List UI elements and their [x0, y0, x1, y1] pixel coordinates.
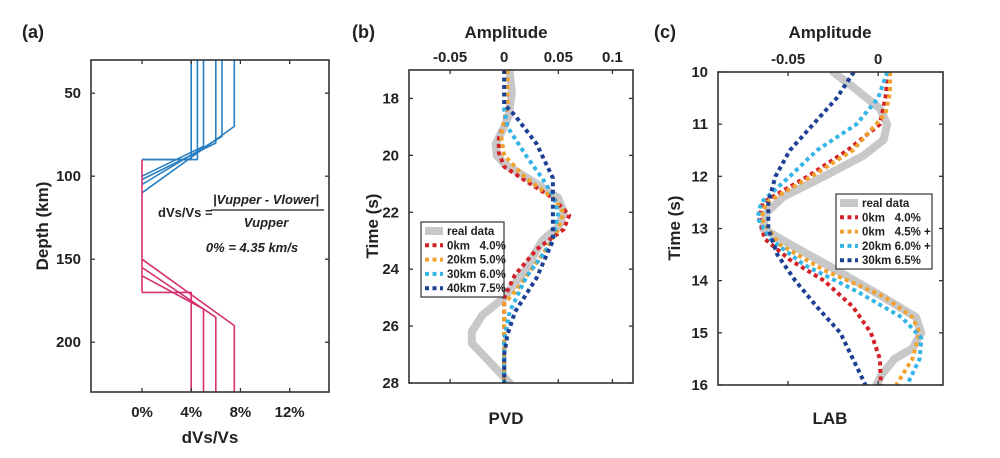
series-line-2 [759, 72, 922, 385]
y-tick-label: 26 [382, 318, 399, 335]
x-tick-label: 4% [180, 404, 202, 421]
y-axis-label-c: Time (s) [665, 196, 684, 261]
series-line-2 [141, 60, 205, 177]
y-axis-label-a: Depth (km) [33, 182, 52, 271]
y-tick-label: 50 [64, 85, 81, 102]
panel-a-depth-model: (a) dVs/Vs Depth (km) dVs/Vs = |Vupper -… [22, 22, 330, 447]
x-tick-label: 0 [500, 49, 508, 66]
legend-label: 20km 6.0% + [862, 241, 931, 253]
y-tick-label: 12 [691, 168, 708, 185]
series-line-0 [467, 70, 568, 383]
series-line-5 [141, 60, 236, 194]
plot-area-1: -0.05 0 0.05 0.1 18 20 22 24 26 28 [382, 49, 634, 392]
series-line-4 [502, 70, 555, 383]
series-group [141, 60, 236, 392]
y-tick-label: 18 [382, 90, 399, 107]
series-group [467, 70, 572, 383]
legend-label: 0km 4.0% [862, 212, 921, 224]
legend-label: 0km 4.5% + [862, 227, 931, 239]
x-tick-label: -0.05 [771, 51, 805, 68]
legend-label: 20km 5.0% [447, 255, 506, 267]
x-axis-label-b: PVD [489, 409, 524, 428]
series-line-1 [496, 70, 572, 383]
x-tick-label: 8% [230, 404, 252, 421]
x-tick-label: -0.05 [433, 49, 467, 66]
top-axis-title-b: Amplitude [464, 23, 547, 42]
legend-label: 40km 7.5% [447, 283, 506, 295]
series-line-9 [141, 266, 217, 392]
x-tick-label: 0 [874, 51, 882, 68]
y-tick-label: 28 [382, 375, 399, 392]
axes-frame [90, 59, 330, 393]
series-line-3 [141, 60, 217, 181]
y-tick-label: 200 [56, 334, 81, 351]
panel-label-c: (c) [654, 22, 676, 42]
y-axis-label-b: Time (s) [363, 194, 382, 259]
series-line-7 [142, 291, 192, 392]
formula-note: 0% = 4.35 km/s [206, 240, 298, 255]
x-tick-label: 12% [275, 404, 305, 421]
y-tick-label: 16 [691, 377, 708, 394]
panel-c-lab: (c) Amplitude LAB Time (s) -0.05 0 10 11 12 1… [654, 22, 944, 428]
x-axis-label-a: dVs/Vs [182, 428, 239, 447]
axes-frame [408, 69, 634, 384]
y-tick-label: 150 [56, 251, 81, 268]
formula-lhs: dVs/Vs = [158, 205, 213, 220]
panel-b-pvd: (b) Amplitude PVD Time (s) -0.05 0 0.05 0.1… [352, 22, 634, 428]
y-tick-label: 10 [691, 64, 708, 81]
legend-label: 30km 6.0% [447, 269, 506, 281]
y-tick-label: 20 [382, 147, 399, 164]
series-line-1 [142, 60, 199, 161]
legend: real data 0km 4.0% 0km 4.5% + 20km 6.0% + 30… [835, 193, 933, 270]
series-line-8 [141, 275, 205, 392]
y-tick-label: 100 [56, 168, 81, 185]
y-tick-label: 22 [382, 204, 399, 221]
y-tick-label: 11 [692, 116, 708, 133]
formula-annotation: dVs/Vs = |Vupper - Vlower| Vupper 0% = 4… [158, 192, 324, 255]
legend-label: real data [447, 226, 495, 238]
series-line-10 [141, 258, 236, 392]
legend-label: 30km 6.5% [862, 255, 921, 267]
plot-area-2: -0.05 0 10 11 12 13 14 15 16 [691, 51, 944, 394]
formula-denominator: Vupper [244, 215, 289, 230]
top-axis-title-c: Amplitude [788, 23, 871, 42]
y-tick-label: 14 [691, 273, 708, 290]
panel-label-a: (a) [22, 22, 44, 42]
panel-label-b: (b) [352, 22, 375, 42]
y-tick-label: 15 [691, 325, 708, 342]
series-line-4 [141, 60, 223, 186]
series-line-0 [142, 60, 192, 161]
series-group [755, 72, 926, 385]
series-line-3 [755, 72, 924, 385]
plot-area-0: 0% 4% 8% 12% 50 100 150 200 [56, 59, 330, 421]
x-tick-label: 0.05 [544, 49, 573, 66]
y-tick-label: 13 [691, 221, 708, 238]
y-tick-label: 24 [382, 261, 399, 278]
series-line-3 [502, 70, 561, 383]
formula-numerator: |Vupper - Vlower| [213, 192, 319, 207]
x-axis-label-c: LAB [813, 409, 848, 428]
legend-label: real data [862, 198, 910, 210]
x-tick-label: 0% [131, 404, 153, 421]
x-tick-label: 0.1 [602, 49, 623, 66]
legend: real data 0km 4.0% 20km 5.0% 30km 6.0% 40km … [420, 221, 506, 298]
legend-label: 0km 4.0% [447, 240, 506, 252]
series-line-2 [499, 70, 566, 383]
